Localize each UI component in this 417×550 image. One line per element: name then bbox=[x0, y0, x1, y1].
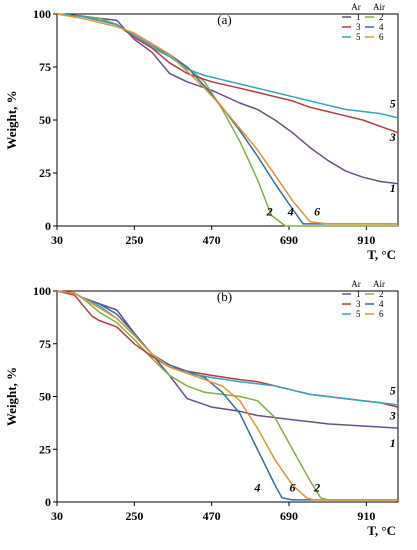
y-tick-label: 25 bbox=[39, 442, 51, 456]
x-tick-label: 250 bbox=[125, 233, 143, 247]
y-tick-label: 75 bbox=[39, 337, 51, 351]
y-tick-label: 75 bbox=[39, 60, 51, 74]
legend-label: 4 bbox=[379, 299, 384, 309]
legend-label: 6 bbox=[379, 32, 384, 42]
x-tick-label: 910 bbox=[357, 509, 375, 523]
x-tick-label: 250 bbox=[125, 509, 143, 523]
legend-label: 6 bbox=[379, 309, 384, 319]
legend: Ar Air 1 2 3 4 5 6 bbox=[342, 2, 385, 42]
y-tick-label: 50 bbox=[39, 113, 51, 127]
y-tick-label: 25 bbox=[39, 166, 51, 180]
legend-header: Ar bbox=[351, 2, 361, 12]
legend-label: 4 bbox=[379, 22, 384, 32]
legend-label: 2 bbox=[379, 12, 384, 22]
curve-label: 2 bbox=[266, 204, 273, 218]
y-tick-label: 100 bbox=[33, 7, 51, 21]
legend-label: 2 bbox=[379, 289, 384, 299]
series-line-1 bbox=[56, 13, 399, 185]
y-tick-label: 0 bbox=[45, 219, 51, 233]
y-tick-label: 0 bbox=[45, 495, 51, 509]
legend: Ar Air 1 2 3 4 5 6 bbox=[342, 279, 385, 319]
series-line-6 bbox=[56, 290, 398, 501]
series-line-2 bbox=[56, 290, 398, 501]
series-line-2 bbox=[56, 13, 398, 227]
curve-label: 5 bbox=[390, 383, 396, 397]
x-tick-label: 470 bbox=[203, 233, 221, 247]
legend-header: Air bbox=[373, 279, 385, 289]
curve-label: 4 bbox=[287, 204, 294, 218]
legend-label: 1 bbox=[356, 289, 361, 299]
curve-label: 6 bbox=[314, 204, 320, 218]
x-axis-label: T, °C bbox=[367, 523, 396, 538]
plot-frame bbox=[56, 290, 399, 503]
x-axis-label: T, °C bbox=[367, 247, 396, 262]
panel-label: (a) bbox=[217, 12, 231, 27]
legend-header: Ar bbox=[351, 279, 361, 289]
curve-label: 6 bbox=[290, 480, 296, 494]
curve-label: 3 bbox=[389, 130, 396, 144]
series-line-4 bbox=[56, 290, 398, 501]
legend-label: 5 bbox=[356, 309, 361, 319]
x-tick-label: 470 bbox=[203, 509, 221, 523]
curve-label: 1 bbox=[390, 436, 396, 450]
x-tick-label: 30 bbox=[51, 233, 63, 247]
x-tick-label: 690 bbox=[280, 509, 298, 523]
curve-label: 3 bbox=[389, 409, 396, 423]
series-line-6 bbox=[56, 13, 398, 225]
x-tick-label: 910 bbox=[357, 233, 375, 247]
series-line-5 bbox=[56, 13, 399, 119]
curve-label: 1 bbox=[390, 181, 396, 195]
x-tick-label: 30 bbox=[51, 509, 63, 523]
panel-label: (b) bbox=[217, 289, 232, 304]
legend-label: 3 bbox=[356, 22, 361, 32]
legend-label: 5 bbox=[356, 32, 361, 42]
curve-label: 2 bbox=[313, 480, 320, 494]
legend-label: 3 bbox=[356, 299, 361, 309]
legend-label: 1 bbox=[356, 12, 361, 22]
x-tick-label: 690 bbox=[280, 233, 298, 247]
y-tick-label: 50 bbox=[39, 390, 51, 404]
y-tick-label: 100 bbox=[33, 284, 51, 298]
curve-label: 4 bbox=[253, 480, 260, 494]
y-axis-label: Weight, % bbox=[4, 367, 19, 426]
curve-label: 5 bbox=[390, 96, 396, 110]
series-line-5 bbox=[56, 290, 399, 406]
legend-header: Air bbox=[373, 2, 385, 12]
y-axis-label: Weight, % bbox=[4, 90, 19, 149]
